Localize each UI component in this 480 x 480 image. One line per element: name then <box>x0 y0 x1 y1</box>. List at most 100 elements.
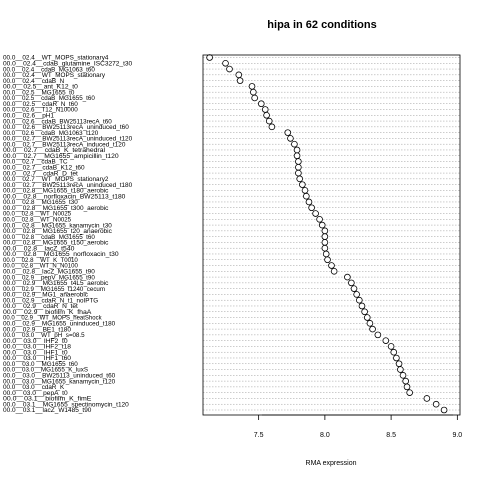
x-axis-label: RMA expression <box>306 460 357 467</box>
row-label: 00.0__02.5__ant_K12_t0 <box>3 84 78 91</box>
data-point <box>308 204 315 212</box>
data-point <box>303 192 310 200</box>
data-point <box>257 100 265 108</box>
row-label: 00.0__03.0__WT_pH_s=08.5 <box>3 332 85 339</box>
data-point <box>369 325 376 333</box>
data-point <box>321 239 329 246</box>
data-point <box>261 106 269 113</box>
data-point <box>356 296 363 304</box>
data-point <box>366 320 374 327</box>
data-point <box>206 54 213 61</box>
row-label: 00.0__02.8__MG1655_norfloxacin_t30 <box>3 251 119 258</box>
row-label: 00.0__02.7__WT_MOPS_stationary2 <box>3 176 109 183</box>
data-point <box>318 221 326 229</box>
row-label: 00.0__02.8__MG1655_t300_aerobic <box>3 205 108 212</box>
data-point <box>395 360 403 368</box>
row-label: 00.0__02.6__BW25113recA_uninduced_t60 <box>3 124 129 131</box>
row-label: 00.0__02.9__MG1_anaerobic <box>3 292 88 299</box>
data-point <box>363 314 371 321</box>
row-label: 00.0__03.0__MG1655_K_luxS <box>3 367 88 374</box>
x-axis-ticks: 7.5 8.0 8.5 9.0 <box>254 415 462 439</box>
data-point <box>305 198 313 206</box>
data-point <box>235 71 243 79</box>
row-label: 00.0__02.4__WT_MOPS_stationary4 <box>3 55 109 62</box>
row-label: 00.0__02.9__pepV_MG1655_t90 <box>3 274 95 281</box>
row-label: 00.0__02.7__BW25113recA_uninduced_t120 <box>3 136 133 143</box>
row-labels: 00.0__02.4__WT_MOPS_stationary4 00.0__02.… <box>3 55 133 415</box>
data-point <box>263 111 270 119</box>
data-point <box>287 135 294 142</box>
row-label: 00.0__02.8__lacZ_MG1655_t90 <box>3 269 95 276</box>
data-point <box>361 308 368 316</box>
row-label: 00.0__02.7__BW25113recA_induced_t120 <box>3 141 126 148</box>
row-label: 00.0__03.0__BW25113_uninduced_t60 <box>3 373 116 380</box>
data-point <box>301 187 309 194</box>
row-label: 00.0__02.4__cdaB_N <box>3 78 64 85</box>
row-label: 00.0__02.8__MG1655_t150_aerobic <box>3 240 108 247</box>
data-point <box>251 94 258 102</box>
data-point <box>403 383 411 391</box>
data-point <box>312 210 319 217</box>
x-tick-label: 8.0 <box>320 432 330 439</box>
data-point <box>423 395 431 402</box>
data-point <box>250 88 257 96</box>
data-point <box>393 354 400 362</box>
data-point <box>322 250 330 258</box>
data-point <box>299 181 306 188</box>
row-label: 00.0__02.5__MG1655_t0 <box>3 89 75 96</box>
data-point <box>350 285 358 292</box>
data-point <box>344 273 351 281</box>
row-label: 00.0__02.7__BW25113recA_uninduced_t180 <box>3 182 133 189</box>
row-label: 00.0__02.8__WT_N0025 <box>3 211 72 218</box>
row-label: 00.0__03.0__IHF2_t0 <box>3 338 68 345</box>
data-point <box>248 83 256 90</box>
data-point <box>291 140 298 148</box>
data-point <box>397 366 404 373</box>
data-point <box>284 129 292 136</box>
data-point <box>399 372 407 379</box>
data-point <box>293 146 301 154</box>
row-label: 00.0__02.7__MG1655_ampicillin_t120 <box>3 153 119 160</box>
data-point <box>390 348 398 356</box>
row-label: 00.0__02.6__cdaB_BW25113recA_t60 <box>3 118 112 125</box>
chart-title: hipa in 62 conditions <box>267 19 376 31</box>
row-label: 00.0__02.8__cdaB_MG1655_t60 <box>3 234 95 241</box>
data-point <box>330 268 338 275</box>
row-label: 00.0__03.0__cdaR_K <box>3 384 65 391</box>
data-point <box>328 262 335 269</box>
data-point <box>374 331 382 339</box>
x-tick-label: 7.5 <box>254 432 264 439</box>
data-point <box>348 279 355 287</box>
data-point <box>321 233 329 240</box>
row-label: 00.0__02.7__cdaB_TC <box>3 159 68 166</box>
row-label: 00.0__02.9__MG1655_t1240_cecum <box>3 286 105 293</box>
data-point <box>265 117 273 125</box>
row-label: 00.0__02.9__BE1_t180 <box>3 326 72 333</box>
row-label: 00.0__03.0__pepA_t0 <box>3 390 68 397</box>
row-label: 00.0__02.8__WT_K_T0010 <box>3 257 78 264</box>
data-point <box>358 302 366 310</box>
row-label: 00.0__02.8__lacZ_t540 <box>3 245 75 252</box>
row-label: 00.0__02.6__pH1 <box>3 112 55 119</box>
data-point <box>324 256 331 264</box>
row-label: 00.0__02.9__MG1655_uninduced_t180 <box>3 321 116 328</box>
data-point <box>402 377 409 385</box>
data-point <box>295 169 302 177</box>
row-label: 00.0__02.8__MG1655_t180_aerobic <box>3 188 108 195</box>
row-label: 00.0__03.0__MG1655_kanamycin_t120 <box>3 378 116 385</box>
row-label: 00.0__02.8__norfloxacin_BW25113_t180 <box>3 193 126 200</box>
data-point <box>295 158 302 165</box>
row-label: 00.0__02.8__WT_N_N0100 <box>3 263 78 270</box>
x-tick-label: 9.0 <box>452 432 462 439</box>
row-label: 00.0__02.5__cdaB_MG1655_t60 <box>3 95 95 102</box>
data-point <box>295 163 302 171</box>
row-label: 00.0__02.5__cdaR_N_t60 <box>3 101 78 108</box>
row-label: 00.0__03.0__IHF2_t18 <box>3 344 72 351</box>
data-point <box>293 152 301 160</box>
row-label: 00.0__03.1__lacZ_W1485_t90 <box>3 407 92 414</box>
data-point <box>432 400 440 408</box>
row-label: 00.0__02.9__cdaR_N_t1_noIPTG <box>3 297 98 304</box>
x-tick-label: 8.5 <box>386 432 396 439</box>
data-point <box>236 77 244 84</box>
